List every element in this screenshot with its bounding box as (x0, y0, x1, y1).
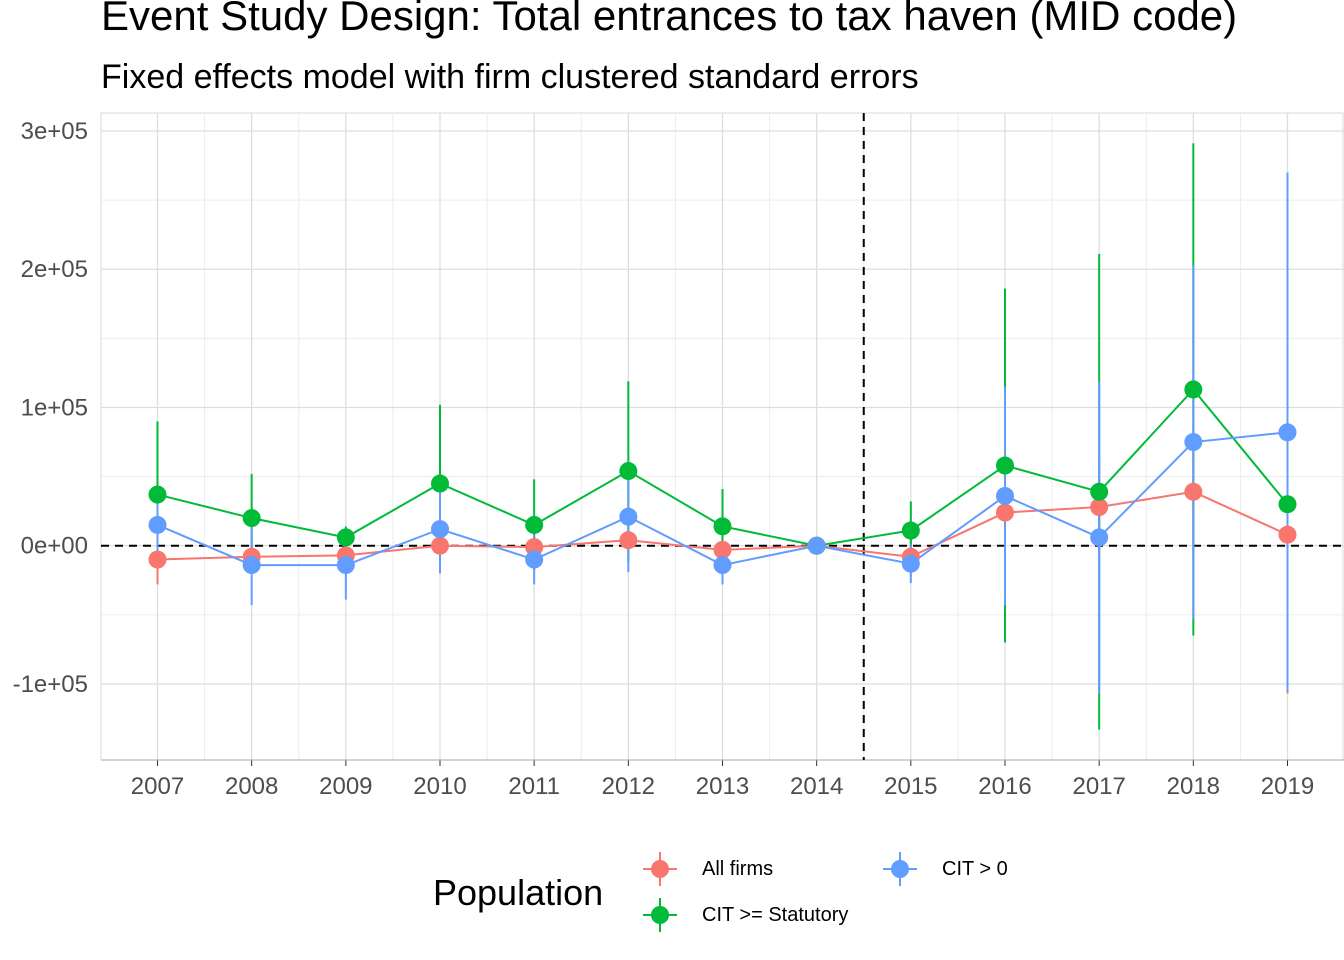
x-tick-label: 2014 (790, 773, 843, 800)
data-point (148, 485, 167, 504)
data-point (242, 556, 261, 575)
x-tick-label: 2011 (508, 773, 560, 800)
x-tick-label: 2018 (1167, 773, 1220, 800)
y-tick-label: 1e+05 (21, 394, 88, 421)
x-tick-label: 2019 (1261, 773, 1314, 800)
data-point (619, 531, 638, 550)
chart-subtitle: Fixed effects model with firm clustered … (101, 58, 919, 96)
y-tick-label: 2e+05 (21, 256, 88, 283)
legend-key-point (651, 906, 669, 924)
data-point (1184, 482, 1203, 501)
data-point (525, 550, 544, 569)
data-point (713, 517, 732, 536)
data-point (336, 556, 355, 575)
y-tick-label: 3e+05 (21, 118, 88, 145)
data-point (901, 554, 920, 573)
data-point (525, 515, 544, 534)
data-point (619, 507, 638, 526)
x-tick-label: 2008 (225, 773, 278, 800)
data-point (431, 520, 449, 539)
legend-label-cit-statutory: CIT >= Statutory (702, 904, 849, 926)
data-point (996, 503, 1014, 522)
data-point (1090, 482, 1109, 501)
data-point (242, 509, 261, 528)
x-tick-label: 2009 (319, 773, 372, 800)
data-point (1278, 525, 1297, 544)
data-point (1278, 495, 1297, 514)
data-point (619, 462, 638, 481)
data-point (336, 528, 355, 547)
data-point (1090, 498, 1109, 517)
data-point (996, 486, 1014, 505)
x-tick-label: 2015 (884, 773, 937, 800)
data-point (431, 536, 449, 555)
data-point (996, 456, 1014, 475)
chart-title: Event Study Design: Total entrances to t… (101, 0, 1238, 39)
legend-title: Population (433, 872, 604, 913)
data-point (431, 474, 449, 493)
data-point (901, 521, 920, 540)
data-point (148, 550, 167, 569)
x-tick-label: 2010 (413, 773, 466, 800)
data-point (1278, 423, 1297, 442)
data-point (1184, 380, 1203, 399)
data-point (525, 538, 544, 557)
legend-label-all-firms: All firms (702, 858, 774, 880)
data-point (713, 556, 732, 575)
x-tick-label: 2012 (602, 773, 655, 800)
legend-key-point (891, 860, 909, 878)
y-tick-label: 0e+00 (21, 533, 88, 560)
legend-label-cit-positive: CIT > 0 (942, 858, 1008, 880)
x-tick-label: 2013 (696, 773, 749, 800)
data-point (713, 540, 732, 559)
legend-key-point (651, 860, 669, 878)
data-point (1090, 528, 1109, 547)
data-point (807, 536, 826, 555)
x-tick-label: 2016 (978, 773, 1031, 800)
y-tick-label: -1e+05 (13, 671, 88, 698)
data-point (1184, 433, 1203, 452)
data-point (148, 515, 167, 534)
x-tick-label: 2007 (131, 773, 184, 800)
x-tick-label: 2017 (1072, 773, 1125, 800)
